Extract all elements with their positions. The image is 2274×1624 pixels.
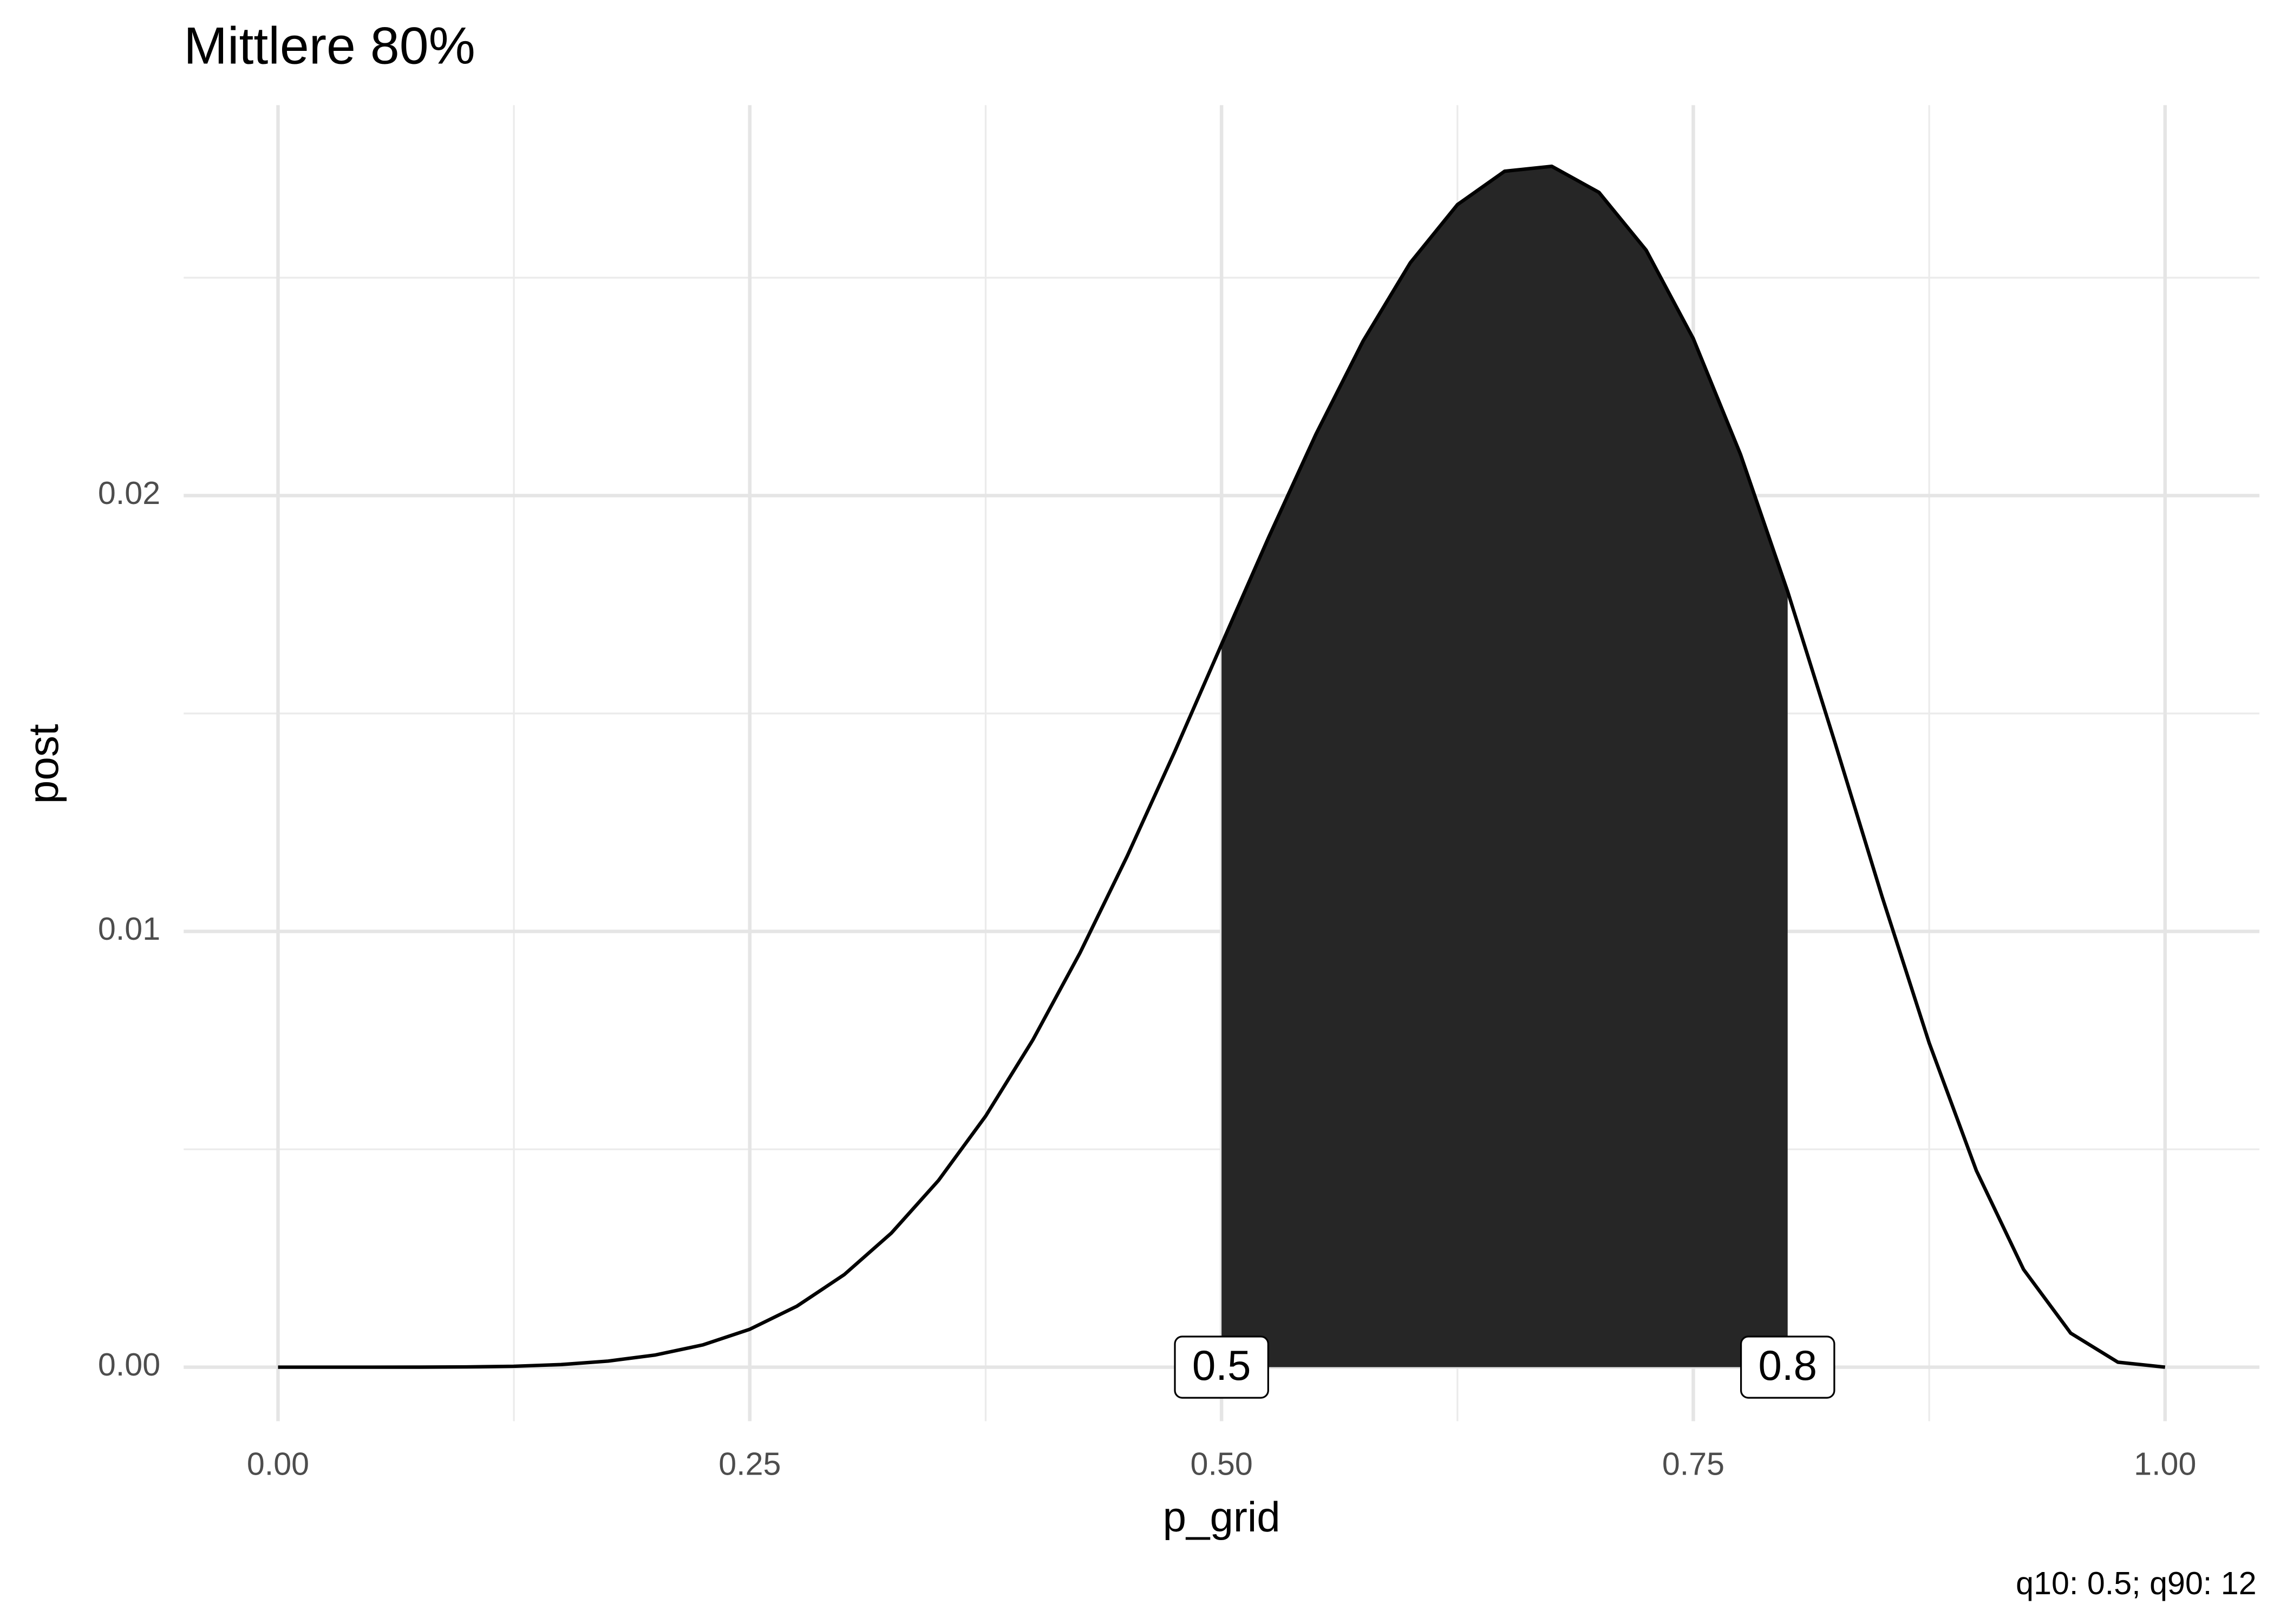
label-box [1740,1335,1835,1399]
labels: 0.00 0.25 0.50 0.75 1.00 0.00 0.01 0.02 0.5 0.8 [98,475,2197,1482]
shaded-interval [1221,166,1788,1367]
x-tick-label: 0.75 [1662,1445,1724,1482]
marks [278,165,2166,1369]
x-axis-title: p_grid [1163,1493,1280,1541]
x-tick-label: 0.50 [1191,1445,1253,1482]
y-axis-title: post [19,724,67,804]
interval-label: 0.5 [1192,1341,1251,1389]
caption: q10: 0.5; q90: 12 [2016,1565,2257,1601]
y-tick-label: 0.02 [98,475,160,511]
chart-title: Mittlere 80% [184,16,475,75]
interval-label: 0.8 [1758,1341,1817,1389]
x-tick-label: 0.00 [247,1445,309,1482]
x-tick-label: 0.25 [718,1445,781,1482]
y-tick-label: 0.01 [98,911,160,947]
x-tick-label: 1.00 [2134,1445,2196,1482]
density-line [278,165,2166,1369]
label-box [1174,1335,1269,1399]
y-tick-label: 0.00 [98,1346,160,1383]
